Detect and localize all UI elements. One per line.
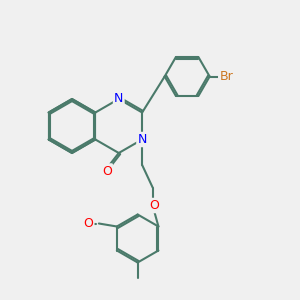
- Text: N: N: [114, 92, 124, 106]
- Text: O: O: [83, 217, 93, 230]
- Text: O: O: [149, 199, 159, 212]
- Text: N: N: [137, 133, 147, 146]
- Text: O: O: [102, 164, 112, 178]
- Text: Br: Br: [219, 70, 233, 83]
